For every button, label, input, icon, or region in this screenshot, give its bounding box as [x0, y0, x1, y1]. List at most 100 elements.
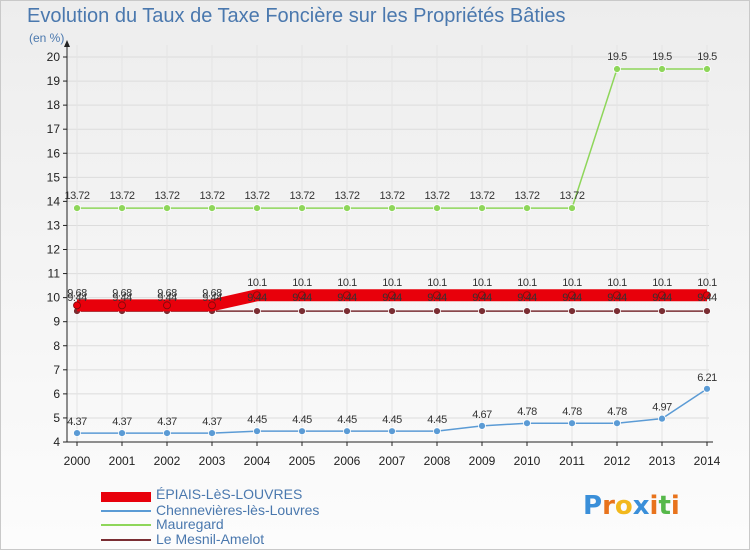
x-tick-label: 2000: [64, 454, 91, 468]
legend-label: Le Mesnil-Amelot: [156, 531, 265, 547]
data-point: [478, 204, 486, 213]
data-point: [433, 204, 441, 213]
y-tick-label: 5: [53, 411, 60, 425]
data-label: 19.5: [652, 51, 672, 63]
x-tick-label: 2003: [199, 454, 226, 468]
data-label: 13.72: [64, 190, 89, 202]
x-tick-label: 2014: [694, 454, 721, 468]
x-tick-label: 2011: [559, 454, 585, 468]
data-point: [298, 307, 306, 316]
data-point: [343, 204, 351, 213]
data-point: [118, 204, 126, 213]
data-point: [568, 291, 576, 300]
data-label: 10.1: [382, 277, 402, 289]
legend-swatch: [101, 539, 151, 541]
data-point: [478, 421, 486, 430]
x-tick-label: 2004: [244, 454, 271, 468]
data-point: [118, 429, 126, 437]
data-point: [298, 427, 306, 436]
data-point: [703, 307, 711, 316]
data-label: 9.44: [247, 292, 267, 304]
data-label: 9.44: [67, 292, 87, 304]
data-label: 13.72: [379, 190, 404, 202]
data-label: 4.45: [382, 414, 402, 426]
x-tick-label: 2008: [424, 454, 451, 468]
data-point: [163, 429, 171, 437]
data-label: 9.68: [67, 287, 87, 299]
data-label: 13.72: [334, 190, 359, 202]
x-tick-label: 2013: [649, 454, 676, 468]
y-tick-label: 14: [47, 194, 61, 208]
data-point: [703, 65, 711, 73]
data-point: [703, 291, 711, 300]
x-tick-label: 2009: [469, 454, 496, 468]
logo-letter: t: [658, 491, 671, 521]
data-label: 4.45: [427, 414, 447, 426]
data-point: [568, 204, 576, 213]
data-label: 9.68: [112, 287, 132, 299]
legend-label: Mauregard: [156, 516, 224, 532]
data-point: [658, 414, 666, 423]
data-label: 10.1: [562, 277, 582, 289]
data-label: 9.44: [382, 292, 402, 304]
data-label: 10.1: [247, 277, 267, 289]
data-point: [343, 307, 351, 316]
y-tick-label: 4: [53, 435, 60, 449]
data-label: 6.21: [697, 372, 717, 384]
data-point: [253, 204, 261, 213]
data-point: [613, 65, 621, 73]
data-point: [73, 429, 81, 437]
data-point: [478, 307, 486, 316]
y-tick-label: 16: [47, 146, 61, 160]
data-point: [613, 291, 621, 300]
data-label: 9.44: [292, 292, 312, 304]
data-label: 13.72: [424, 190, 449, 202]
data-label: 4.37: [202, 416, 222, 428]
data-point: [613, 419, 621, 428]
data-point: [523, 204, 531, 213]
x-tick-label: 2001: [109, 454, 136, 468]
y-tick-label: 9: [53, 315, 60, 329]
data-label: 9.44: [157, 292, 177, 304]
legend-label: Chennevières-lès-Louvres: [156, 502, 320, 518]
data-point: [658, 291, 666, 300]
data-point: [388, 427, 396, 436]
data-label: 9.68: [157, 287, 177, 299]
data-point: [73, 204, 81, 213]
data-point: [388, 307, 396, 316]
data-label: 9.44: [112, 292, 132, 304]
data-label: 10.1: [652, 277, 672, 289]
data-label: 13.72: [289, 190, 314, 202]
data-point: [343, 427, 351, 436]
x-tick-label: 2010: [514, 454, 541, 468]
y-tick-label: 12: [47, 243, 61, 257]
data-point: [163, 204, 171, 213]
data-label: 13.72: [199, 190, 224, 202]
logo-letter: r: [602, 491, 615, 521]
x-tick-label: 2002: [154, 454, 181, 468]
data-point: [658, 65, 666, 73]
data-label: 9.44: [697, 292, 717, 304]
data-point: [703, 384, 711, 393]
data-point: [568, 419, 576, 428]
data-label: 10.1: [427, 277, 447, 289]
x-tick-label: 2012: [604, 454, 631, 468]
x-tick-label: 2007: [379, 454, 406, 468]
data-point: [523, 419, 531, 428]
data-label: 19.5: [607, 51, 627, 63]
data-label: 4.67: [472, 409, 492, 421]
unit-label: (en %): [29, 31, 65, 45]
data-label: 4.97: [652, 402, 672, 414]
proxiti-logo: Proxiti: [583, 491, 680, 521]
data-point: [613, 307, 621, 316]
y-tick-label: 8: [53, 339, 60, 353]
data-label: 13.72: [559, 190, 584, 202]
data-label: 10.1: [697, 277, 717, 289]
data-label: 4.45: [247, 414, 267, 426]
data-point: [343, 291, 351, 300]
data-point: [253, 427, 261, 436]
logo-letter: i: [670, 491, 680, 521]
data-point: [253, 307, 261, 316]
data-label: 9.44: [472, 292, 492, 304]
